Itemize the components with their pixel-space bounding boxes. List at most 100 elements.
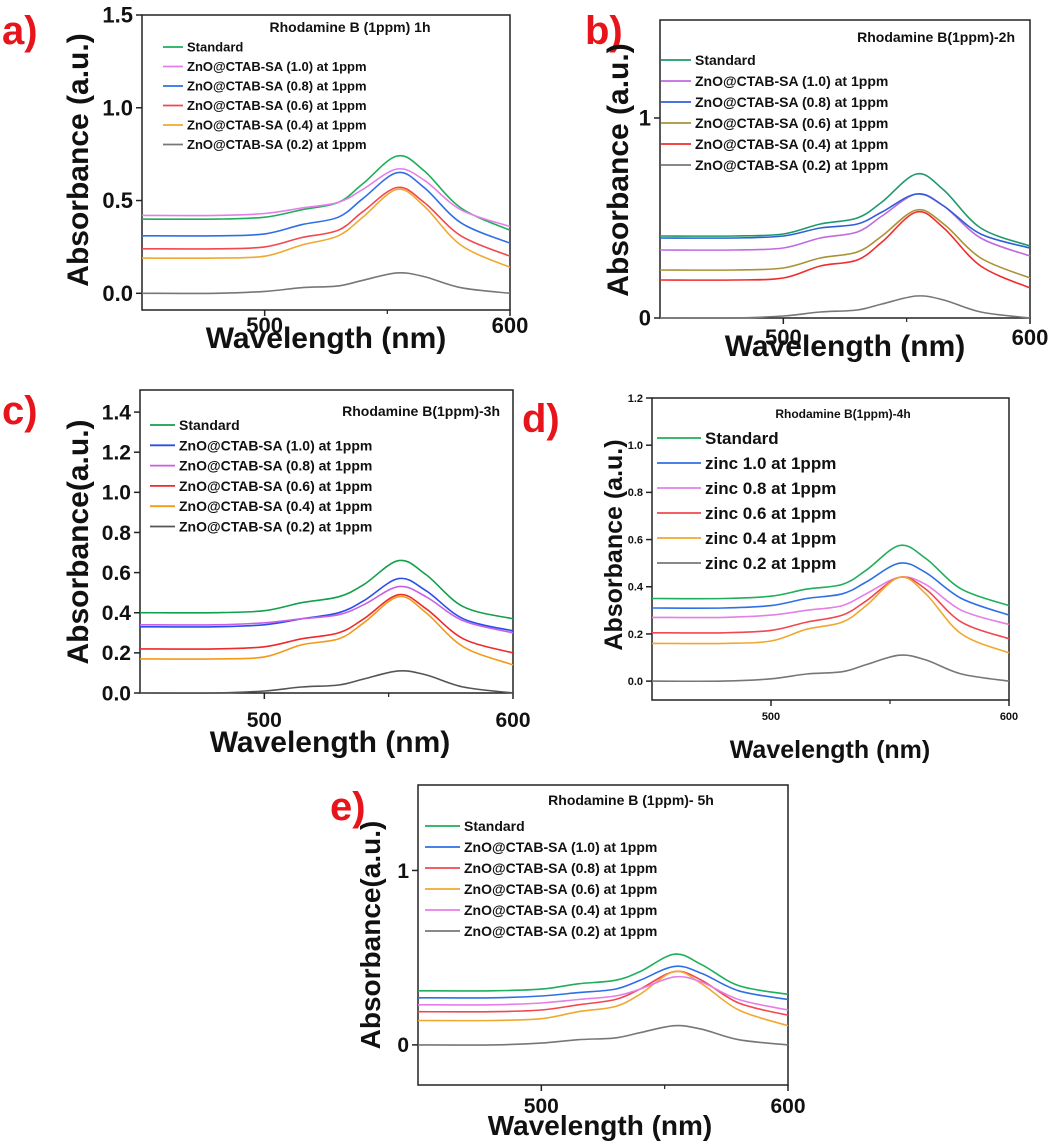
y-tick-label: 0.5 xyxy=(102,188,133,213)
legend-entry: zinc 0.8 at 1ppm xyxy=(705,479,836,498)
legend-entry: Standard xyxy=(705,429,779,448)
legend-entry: ZnO@CTAB-SA (1.0) at 1ppm xyxy=(179,437,372,453)
legend-entry: ZnO@CTAB-SA (0.6) at 1ppm xyxy=(187,98,367,113)
y-tick-label: 0.8 xyxy=(628,487,643,499)
chart-panel-e: 0 1 500 600 Standard ZnO@CTAB-SA (1.0) at 1pp… xyxy=(330,784,806,1141)
series-line-1 xyxy=(651,562,1010,616)
chart-panel-d: 0.0 0.2 0.4 0.6 0.8 1.0 1.2 500 600 Standard zinc … xyxy=(522,393,1018,764)
series-line-4 xyxy=(659,210,1031,289)
y-tick-label: 1.4 xyxy=(102,401,132,424)
legend-entry: ZnO@CTAB-SA (0.6) at 1ppm xyxy=(464,881,657,897)
y-tick-label: 0 xyxy=(639,306,651,331)
x-tick-label: 600 xyxy=(495,709,530,732)
y-axis-label: Absorbance (a.u.) xyxy=(600,439,628,650)
series-line-0 xyxy=(139,559,514,620)
legend-entry: ZnO@CTAB-SA (0.2) at 1ppm xyxy=(187,137,367,152)
chart-title: Rhodamine B (1ppm) 1h xyxy=(269,19,430,35)
y-tick-label: 1.2 xyxy=(628,393,643,405)
legend-entry: ZnO@CTAB-SA (0.4) at 1ppm xyxy=(464,902,657,918)
series-line-3 xyxy=(139,593,514,654)
chart-panel-c: 0.0 0.2 0.4 0.6 0.8 1.0 1.2 1.4 500 600 Standard Zn… xyxy=(2,389,531,759)
x-axis-label: Wavelength (nm) xyxy=(206,322,447,355)
series-line-5 xyxy=(139,669,514,694)
legend-entry: ZnO@CTAB-SA (0.6) at 1ppm xyxy=(695,115,888,131)
legend-entry: zinc 0.6 at 1ppm xyxy=(705,504,836,523)
y-axis-label: Absorbance (a.u.) xyxy=(62,33,95,286)
x-tick-label: 500 xyxy=(765,325,802,350)
x-tick-label: 600 xyxy=(770,1095,805,1118)
series-line-2 xyxy=(141,171,511,244)
series-line-3 xyxy=(417,970,789,1027)
y-tick-label: 0.6 xyxy=(102,562,131,585)
y-tick-label: 1.5 xyxy=(102,3,133,28)
x-axis-label: Wavelength (nm) xyxy=(725,330,966,363)
y-tick-label: 1.0 xyxy=(102,95,133,120)
chart-title: Rhodamine B (1ppm)- 5h xyxy=(548,792,714,808)
series-line-4 xyxy=(417,975,789,1011)
y-tick-label: 0 xyxy=(397,1034,409,1057)
legend-entry: ZnO@CTAB-SA (0.8) at 1ppm xyxy=(187,79,367,94)
chart-title: Rhodamine B(1ppm)-3h xyxy=(342,403,500,419)
x-tick-label: 600 xyxy=(492,313,529,338)
legend-entry: ZnO@CTAB-SA (0.4) at 1ppm xyxy=(187,118,367,133)
legend-entry: ZnO@CTAB-SA (0.4) at 1ppm xyxy=(695,136,888,152)
x-tick-label: 600 xyxy=(1000,711,1018,723)
x-axis-label: Wavelength (nm) xyxy=(488,1110,713,1141)
y-tick-label: 1.0 xyxy=(102,482,131,505)
series-line-3 xyxy=(659,208,1031,279)
panel-label: b) xyxy=(585,9,623,53)
y-tick-label: 0.6 xyxy=(628,534,643,546)
y-tick-label: 1 xyxy=(397,860,409,883)
series-line-4 xyxy=(651,576,1010,654)
legend-entry: ZnO@CTAB-SA (0.6) at 1ppm xyxy=(179,478,372,494)
y-tick-label: 0.0 xyxy=(102,281,133,306)
series-line-2 xyxy=(651,576,1010,626)
y-tick-label: 0.0 xyxy=(628,676,643,688)
y-axis-label: Absorbance(a.u.) xyxy=(355,821,386,1050)
panel-label: a) xyxy=(2,9,38,53)
legend-entry: zinc 0.2 at 1ppm xyxy=(705,554,836,573)
plot-frame xyxy=(659,19,1031,319)
legend-entry: Standard xyxy=(179,417,240,433)
y-tick-label: 0.4 xyxy=(628,582,644,594)
y-tick-label: 0.4 xyxy=(102,602,132,625)
legend-entry: Standard xyxy=(464,818,525,834)
series-line-2 xyxy=(139,585,514,634)
y-tick-label: 0.2 xyxy=(102,642,131,665)
y-axis-label: Absorbance (a.u.) xyxy=(602,43,635,296)
legend-entry: Standard xyxy=(695,52,756,68)
legend-entry: ZnO@CTAB-SA (1.0) at 1ppm xyxy=(464,839,657,855)
legend-entry: zinc 1.0 at 1ppm xyxy=(705,454,836,473)
y-tick-label: 1.2 xyxy=(102,442,131,465)
plot-frame xyxy=(141,14,511,311)
series-line-4 xyxy=(139,595,514,666)
series-line-0 xyxy=(141,154,511,231)
series-line-1 xyxy=(141,167,511,228)
y-tick-label: 1 xyxy=(639,106,651,131)
legend-entry: ZnO@CTAB-SA (0.4) at 1ppm xyxy=(179,498,372,514)
legend-entry: ZnO@CTAB-SA (0.8) at 1ppm xyxy=(464,860,657,876)
legend-entry: ZnO@CTAB-SA (0.2) at 1ppm xyxy=(179,519,372,535)
legend-entry: ZnO@CTAB-SA (1.0) at 1ppm xyxy=(187,59,367,74)
legend-entry: Standard xyxy=(187,40,243,55)
panel-label: d) xyxy=(522,397,560,441)
chart-panel-b: 0 1 500 600 Standard ZnO@CTAB-SA (1.0) at 1pp… xyxy=(585,9,1048,363)
series-line-5 xyxy=(141,271,511,295)
chart-title: Rhodamine B(1ppm)-4h xyxy=(775,407,910,421)
y-tick-label: 1.0 xyxy=(628,440,643,452)
legend-entry: ZnO@CTAB-SA (1.0) at 1ppm xyxy=(695,73,888,89)
chart-title: Rhodamine B(1ppm)-2h xyxy=(857,29,1015,45)
plot-frame xyxy=(139,389,514,694)
panel-label: e) xyxy=(330,785,366,829)
legend-entry: ZnO@CTAB-SA (0.2) at 1ppm xyxy=(695,157,888,173)
series-line-5 xyxy=(417,1024,789,1046)
x-tick-label: 500 xyxy=(762,711,780,723)
plot-frame xyxy=(417,784,789,1086)
series-line-1 xyxy=(139,577,514,632)
y-tick-label: 0.0 xyxy=(102,682,131,705)
x-tick-label: 600 xyxy=(1012,325,1049,350)
series-line-0 xyxy=(659,172,1031,247)
series-line-3 xyxy=(651,576,1010,640)
plot-frame xyxy=(651,397,1010,701)
